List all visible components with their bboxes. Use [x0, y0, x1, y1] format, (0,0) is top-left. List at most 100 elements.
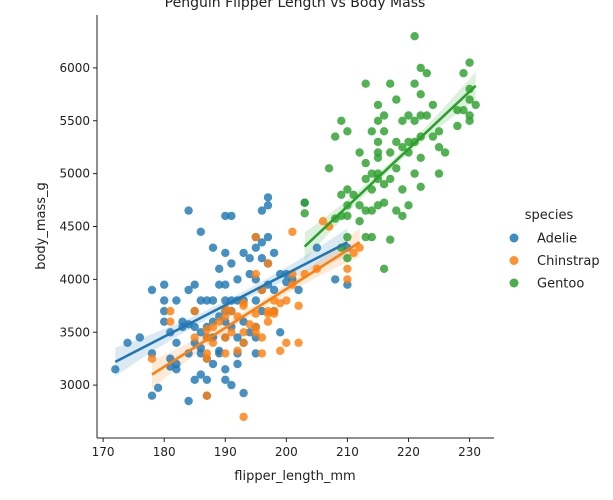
data-point-gentoo	[422, 69, 431, 78]
data-point-chinstrap	[294, 301, 303, 310]
data-point-adelie	[184, 396, 193, 406]
data-point-gentoo	[404, 111, 413, 120]
data-point-gentoo	[398, 143, 407, 152]
data-point-gentoo	[386, 148, 395, 157]
data-point-adelie	[160, 306, 169, 316]
data-point-gentoo	[392, 95, 401, 104]
data-point-gentoo	[459, 106, 468, 115]
data-point-gentoo	[386, 174, 395, 184]
regression-line-chinstrap	[151, 241, 361, 376]
data-point-gentoo	[337, 116, 346, 126]
data-point-chinstrap	[263, 259, 273, 268]
data-point-gentoo	[361, 174, 370, 184]
data-point-adelie	[190, 280, 199, 289]
data-point-adelie	[196, 349, 205, 358]
data-point-chinstrap	[263, 317, 273, 326]
data-point-chinstrap	[239, 338, 248, 347]
data-point-chinstrap	[276, 346, 285, 355]
data-point-adelie	[269, 248, 279, 258]
data-point-gentoo	[343, 127, 352, 136]
data-point-adelie	[160, 296, 169, 305]
data-point-gentoo	[343, 211, 352, 221]
data-point-chinstrap	[288, 227, 297, 236]
data-point-gentoo	[422, 111, 431, 120]
data-point-gentoo	[343, 254, 352, 263]
data-point-chinstrap	[257, 333, 267, 342]
data-point-gentoo	[373, 116, 383, 126]
data-point-chinstrap	[190, 306, 199, 316]
data-point-adelie	[215, 280, 224, 289]
data-point-gentoo	[428, 100, 438, 110]
data-point-adelie	[245, 254, 254, 263]
data-point-gentoo	[355, 217, 364, 226]
data-point-gentoo	[428, 132, 438, 141]
data-point-gentoo	[465, 95, 474, 104]
data-point-gentoo	[453, 121, 462, 131]
data-point-adelie	[257, 254, 267, 263]
data-point-gentoo	[324, 164, 334, 173]
data-point-gentoo	[434, 169, 444, 178]
data-point-gentoo	[373, 148, 383, 157]
data-point-adelie	[172, 365, 181, 374]
data-point-adelie	[190, 322, 199, 332]
data-point-chinstrap	[355, 243, 364, 252]
data-point-adelie	[276, 328, 285, 337]
data-point-gentoo	[404, 201, 413, 210]
data-point-adelie	[221, 211, 230, 221]
data-point-gentoo	[367, 232, 376, 242]
data-point-chinstrap	[227, 306, 236, 316]
y-tick-label: 6000	[59, 61, 90, 75]
data-point-gentoo	[392, 137, 401, 147]
data-point-adelie	[239, 388, 248, 398]
data-point-adelie	[251, 296, 260, 305]
y-tick-label: 4000	[59, 272, 90, 286]
data-point-adelie	[331, 275, 340, 284]
data-point-gentoo	[367, 127, 376, 136]
legend: species Adelie Chinstrap Gentoo	[509, 208, 600, 292]
legend-marker-gentoo	[509, 278, 519, 288]
x-tick-label: 190	[214, 445, 237, 459]
data-point-adelie	[221, 280, 230, 289]
data-point-gentoo	[404, 137, 413, 147]
data-point-gentoo	[361, 206, 370, 215]
data-point-adelie	[263, 232, 273, 242]
data-point-gentoo	[367, 206, 376, 215]
data-point-gentoo	[379, 180, 389, 189]
y-tick-label: 5000	[59, 167, 90, 181]
data-point-gentoo	[465, 58, 474, 67]
data-point-gentoo	[416, 63, 425, 73]
axes: 170 180 190 200 210 220 230 3000 3500 4000 4500 500…	[59, 15, 494, 459]
y-tick-label: 3500	[59, 325, 90, 339]
data-point-gentoo	[379, 264, 389, 273]
data-point-adelie	[239, 248, 248, 258]
data-point-gentoo	[355, 148, 364, 157]
x-tick-label: 170	[92, 445, 115, 459]
data-point-adelie	[221, 375, 230, 384]
data-point-chinstrap	[349, 248, 358, 258]
data-point-gentoo	[349, 190, 358, 199]
data-point-chinstrap	[208, 338, 218, 347]
data-point-gentoo	[440, 148, 450, 157]
data-point-adelie	[221, 248, 230, 258]
data-point-adelie	[208, 243, 218, 252]
legend-label-chinstrap: Chinstrap	[537, 254, 600, 269]
data-point-adelie	[245, 269, 254, 279]
data-point-adelie	[190, 375, 199, 384]
data-point-adelie	[227, 259, 236, 268]
data-point-chinstrap	[282, 296, 291, 305]
data-point-gentoo	[300, 209, 309, 218]
y-tick-label: 4500	[59, 220, 90, 234]
data-point-adelie	[233, 275, 242, 284]
data-point-gentoo	[343, 232, 352, 242]
data-point-gentoo	[398, 185, 407, 194]
y-axis-label: body_mass_g	[34, 182, 49, 270]
data-point-chinstrap	[294, 338, 303, 347]
data-point-gentoo	[410, 116, 419, 126]
data-point-adelie	[196, 370, 205, 379]
data-point-adelie	[257, 238, 267, 247]
data-point-chinstrap	[227, 328, 236, 337]
data-point-adelie	[312, 243, 322, 252]
data-point-adelie	[160, 280, 169, 289]
data-point-gentoo	[392, 206, 401, 215]
